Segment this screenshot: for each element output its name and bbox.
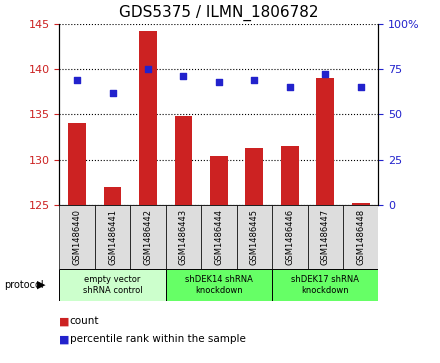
Bar [104, 187, 121, 205]
Bar [139, 31, 157, 205]
Bar [166, 269, 272, 301]
Point [109, 90, 116, 95]
Bar [281, 146, 299, 205]
Bar [210, 156, 228, 205]
Text: ▶: ▶ [37, 280, 45, 290]
Bar [175, 116, 192, 205]
Point [144, 66, 151, 72]
Text: ■: ■ [59, 334, 70, 344]
Bar [59, 269, 166, 301]
Text: GSM1486446: GSM1486446 [285, 209, 294, 265]
Bar [352, 203, 370, 205]
Bar [343, 205, 378, 269]
Title: GDS5375 / ILMN_1806782: GDS5375 / ILMN_1806782 [119, 5, 319, 21]
Bar [59, 205, 95, 269]
Text: shDEK14 shRNA
knockdown: shDEK14 shRNA knockdown [185, 275, 253, 295]
Text: count: count [70, 316, 99, 326]
Bar [272, 205, 308, 269]
Text: GSM1486442: GSM1486442 [143, 209, 153, 265]
Text: GSM1486448: GSM1486448 [356, 209, 365, 265]
Point [251, 77, 258, 83]
Bar [95, 205, 130, 269]
Text: GSM1486447: GSM1486447 [321, 209, 330, 265]
Bar [316, 78, 334, 205]
Bar [130, 205, 166, 269]
Point [286, 84, 293, 90]
Point [180, 73, 187, 79]
Bar [272, 269, 378, 301]
Text: percentile rank within the sample: percentile rank within the sample [70, 334, 246, 344]
Bar [166, 205, 201, 269]
Bar [237, 205, 272, 269]
Text: GSM1486443: GSM1486443 [179, 209, 188, 265]
Text: shDEK17 shRNA
knockdown: shDEK17 shRNA knockdown [291, 275, 359, 295]
Point [357, 84, 364, 90]
Bar [68, 123, 86, 205]
Bar [201, 205, 237, 269]
Text: GSM1486440: GSM1486440 [73, 209, 82, 265]
Text: GSM1486444: GSM1486444 [214, 209, 224, 265]
Text: empty vector
shRNA control: empty vector shRNA control [83, 275, 143, 295]
Bar [308, 205, 343, 269]
Text: ■: ■ [59, 316, 70, 326]
Bar [246, 148, 263, 205]
Text: GSM1486445: GSM1486445 [250, 209, 259, 265]
Text: protocol: protocol [4, 280, 44, 290]
Text: GSM1486441: GSM1486441 [108, 209, 117, 265]
Point [73, 77, 81, 83]
Point [322, 72, 329, 77]
Point [216, 79, 222, 85]
